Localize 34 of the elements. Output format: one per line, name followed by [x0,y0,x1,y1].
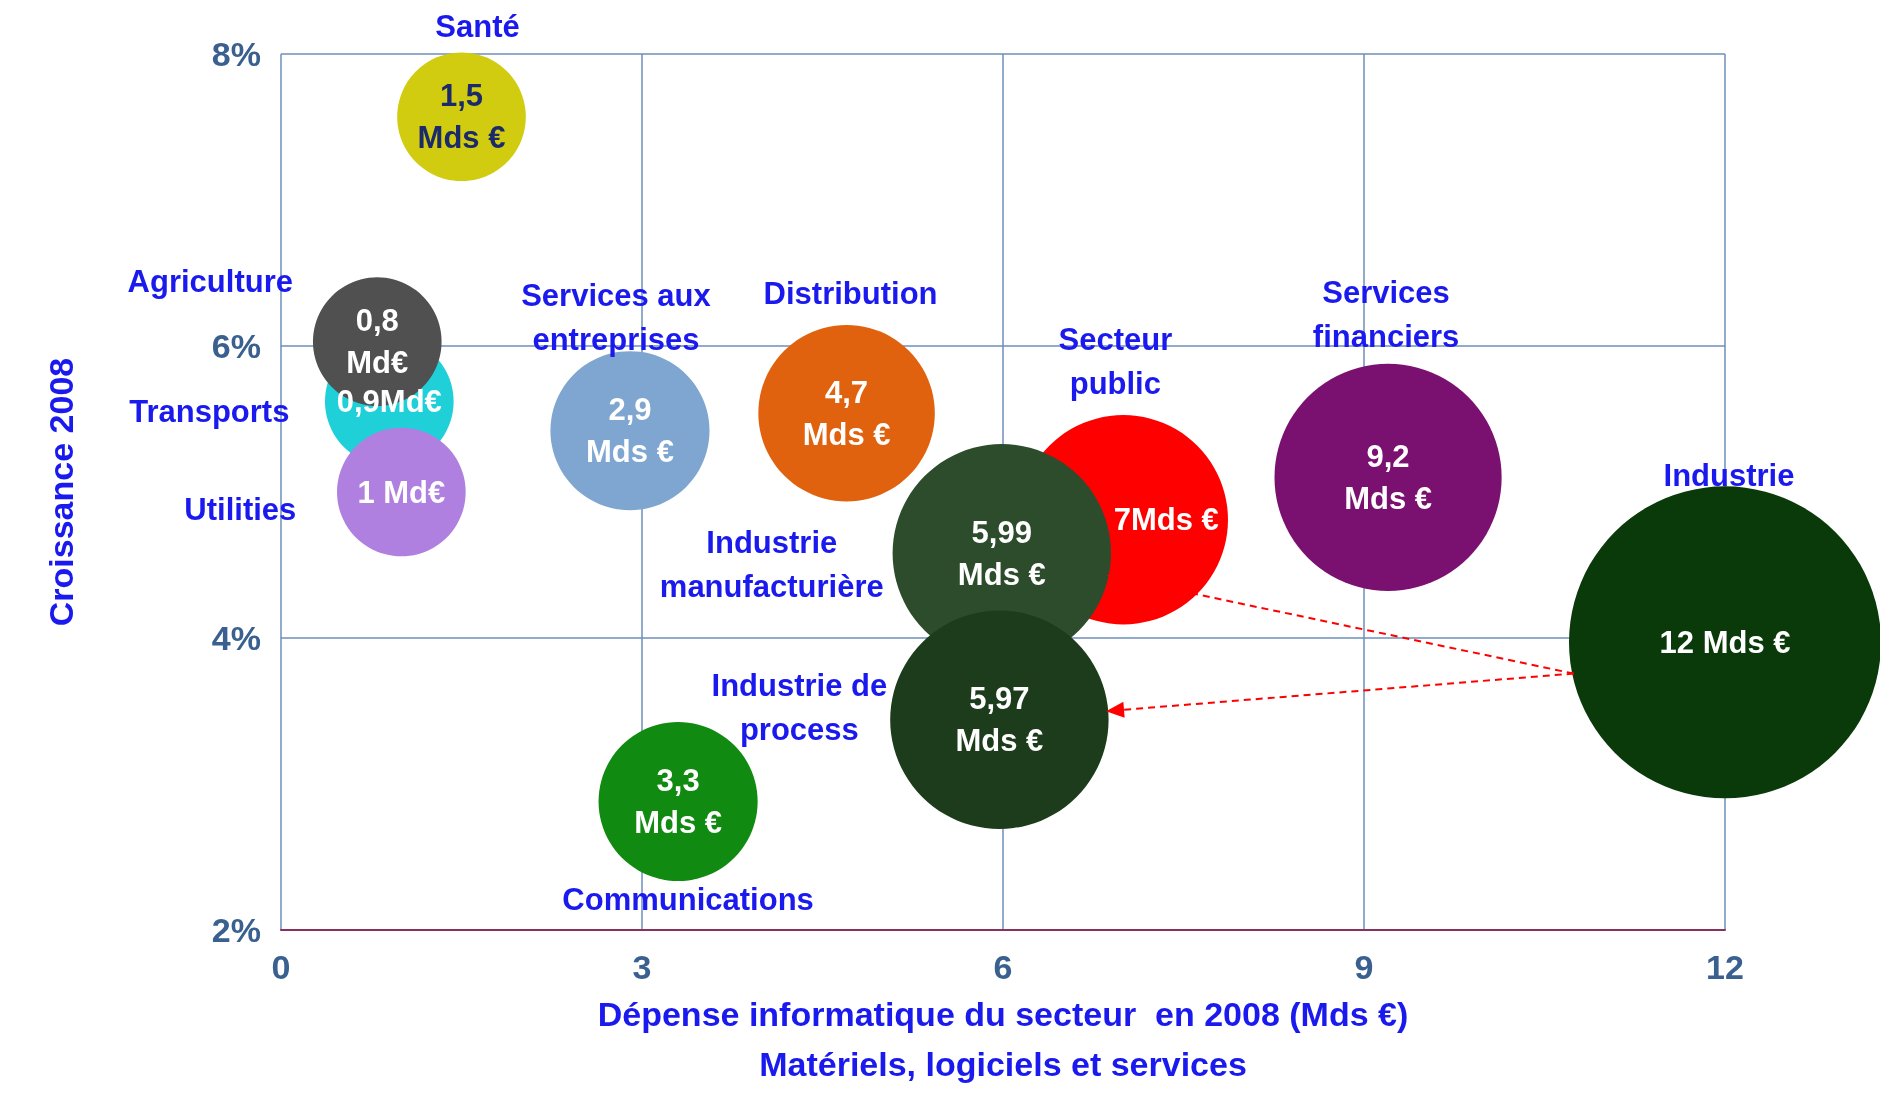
x-tick-label: 3 [632,948,652,986]
annotation: 12 Mds € [1659,624,1791,660]
annotation: 4,7 Mds € [802,374,891,452]
series-label: Services aux entreprises [521,278,712,358]
annotation: 2,9 Mds € [586,392,674,470]
annotation: 3,3 Mds € [634,763,723,841]
y-tick-label: 6% [211,327,261,365]
series-label: Secteur public [1058,322,1173,402]
y-axis-title: Croissance 2008 [42,357,80,627]
series-label: Santé [435,9,520,45]
x-axis-title: Dépense informatique du secteur en 2008 (Mds €) Matériels, logiciels et services [597,994,1409,1083]
annotation: 5,99 Mds € [957,514,1046,592]
series-label: Utilities [184,491,297,527]
annotation: 0,8 Md€ [346,303,409,381]
x-tick-label: 12 [1706,948,1744,986]
x-tick-label: 0 [271,948,291,986]
series-label: Agriculture [127,264,293,300]
series-label: Transports [129,393,290,429]
annotation: 1,5 Mds € [417,78,506,156]
y-tick-label: 4% [211,619,261,657]
series-label: Communications [562,882,814,918]
series-label: Services financiers [1312,274,1460,354]
annotation: 7Mds € [1113,502,1219,538]
x-tick-label: 9 [1354,948,1374,986]
x-tick-label: 6 [993,948,1013,986]
y-tick-label: 8% [211,35,261,73]
series-label: Industrie manufacturière [659,524,884,604]
series-label: Distribution [763,275,938,311]
annotation: 5,97 Mds € [955,681,1044,759]
annotation: 1 Md€ [357,474,446,510]
series-label: Industrie [1663,457,1795,493]
annotation: 9,2 Mds € [1344,438,1432,516]
y-tick-label: 2% [211,911,261,949]
series-label: Industrie de process [711,668,888,748]
